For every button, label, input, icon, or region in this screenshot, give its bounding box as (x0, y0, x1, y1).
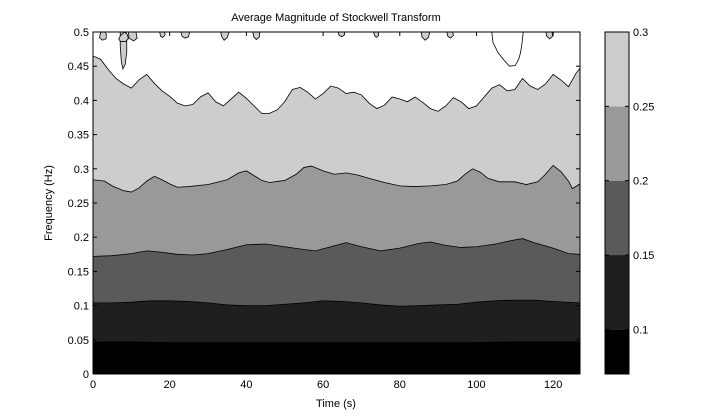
x-tick-label: 100 (467, 379, 485, 391)
colorbar-band (605, 106, 629, 181)
y-tick-label: 0.2 (74, 232, 89, 244)
y-tick-label: 0.4 (74, 95, 89, 107)
contour-island-low-11 (446, 32, 454, 39)
contour-island-low-1 (118, 32, 129, 42)
contour-island-low-6 (220, 32, 230, 41)
contour-plot-area: 0 20 40 60 80 100 120 0 0.05 0.1 0.15 0.2 0.25 0.3 0.… (68, 27, 581, 391)
y-tick-label: 0.35 (68, 130, 89, 142)
x-axis-ticks: 0 20 40 60 80 100 120 (90, 32, 562, 391)
contour-bands (93, 32, 580, 374)
contour-island-low-7 (252, 32, 261, 41)
y-tick-label: 0.5 (74, 27, 89, 39)
contour-line-0.1 (93, 341, 580, 343)
contour-line-0.3 (93, 55, 580, 114)
y-tick-label: 0.45 (68, 61, 89, 73)
contour-line-0.25 (93, 164, 580, 193)
x-tick-label: 60 (317, 379, 329, 391)
colorbar-band (605, 32, 629, 107)
colorbar-frame (604, 31, 630, 375)
x-tick-label: 80 (394, 379, 406, 391)
y-tick-label: 0 (83, 369, 89, 381)
x-axis-label: Time (s) (316, 398, 356, 410)
y-tick-label: 0.3 (74, 164, 89, 176)
chart-title: Average Magnitude of Stockwell Transform (231, 12, 441, 24)
colorbar-tick-label: 0.2 (633, 176, 648, 188)
colorbar: 0.1 0.15 0.2 0.25 0.3 (604, 27, 654, 375)
contour-island-low-10 (420, 32, 431, 41)
y-tick-label: 0.15 (68, 266, 89, 278)
contour-island-low-8 (337, 32, 345, 38)
y-tick-label: 0.05 (68, 335, 89, 347)
contour-island-high-0 (491, 32, 524, 67)
y-axis-ticks: 0 0.05 0.1 0.15 0.2 0.25 0.3 0.35 0.4 0.45 0.5 (68, 27, 580, 381)
contour-island-low-12 (545, 32, 554, 40)
contour-island-low-3 (99, 32, 107, 41)
contour-band-0 (93, 341, 580, 374)
contour-island-low-4 (159, 32, 166, 38)
contour-island-low-9 (373, 32, 380, 39)
colorbar-tick-label: 0.1 (633, 324, 648, 336)
x-tick-label: 120 (544, 379, 562, 391)
colorbar-band (605, 180, 629, 256)
contour-island-low-2 (127, 32, 138, 42)
x-tick-label: 20 (164, 379, 176, 391)
contour-island-low-5 (180, 32, 191, 39)
contour-line-0.15 (93, 299, 580, 307)
colorbar-ticks: 0.1 0.15 0.2 0.25 0.3 (605, 27, 654, 336)
contour-lines (93, 55, 580, 343)
colorbar-band (605, 255, 629, 330)
x-tick-label: 40 (240, 379, 252, 391)
colorbar-tick-label: 0.15 (633, 250, 654, 262)
colorbar-band (605, 329, 629, 374)
y-tick-label: 0.1 (74, 301, 89, 313)
colorbar-tick-label: 0.25 (633, 101, 654, 113)
contour-line-0.2 (93, 238, 580, 257)
colorbar-bands (605, 32, 629, 374)
x-tick-label: 0 (90, 379, 96, 391)
y-axis-label: Frequency (Hz) (43, 165, 55, 241)
colorbar-tick-label: 0.3 (633, 27, 648, 39)
y-tick-label: 0.25 (68, 198, 89, 210)
